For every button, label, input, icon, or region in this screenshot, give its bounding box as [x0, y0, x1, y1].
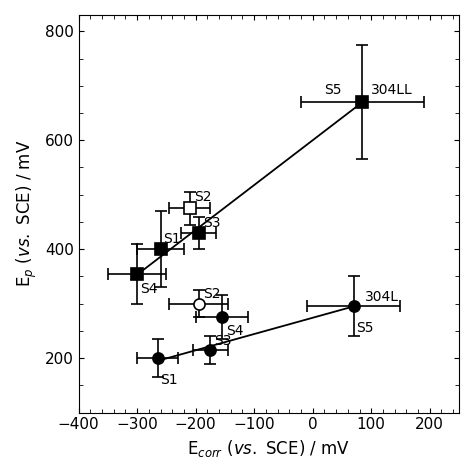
Text: S3: S3	[203, 216, 220, 230]
Text: S3: S3	[214, 334, 232, 348]
Text: S1: S1	[164, 232, 181, 246]
Text: 304LL: 304LL	[371, 82, 413, 97]
Text: S4: S4	[226, 324, 244, 338]
Text: S2: S2	[194, 190, 211, 204]
Text: S5: S5	[356, 321, 374, 335]
Text: S1: S1	[161, 374, 178, 387]
Y-axis label: E$_p$ ($vs.$ SCE) / mV: E$_p$ ($vs.$ SCE) / mV	[15, 140, 39, 288]
Text: S5: S5	[324, 82, 342, 97]
Text: 304L: 304L	[365, 290, 400, 304]
Text: S2: S2	[203, 287, 220, 301]
Text: S4: S4	[140, 282, 157, 296]
X-axis label: E$_{corr}$ ($vs.$ SCE) / mV: E$_{corr}$ ($vs.$ SCE) / mV	[187, 438, 350, 459]
